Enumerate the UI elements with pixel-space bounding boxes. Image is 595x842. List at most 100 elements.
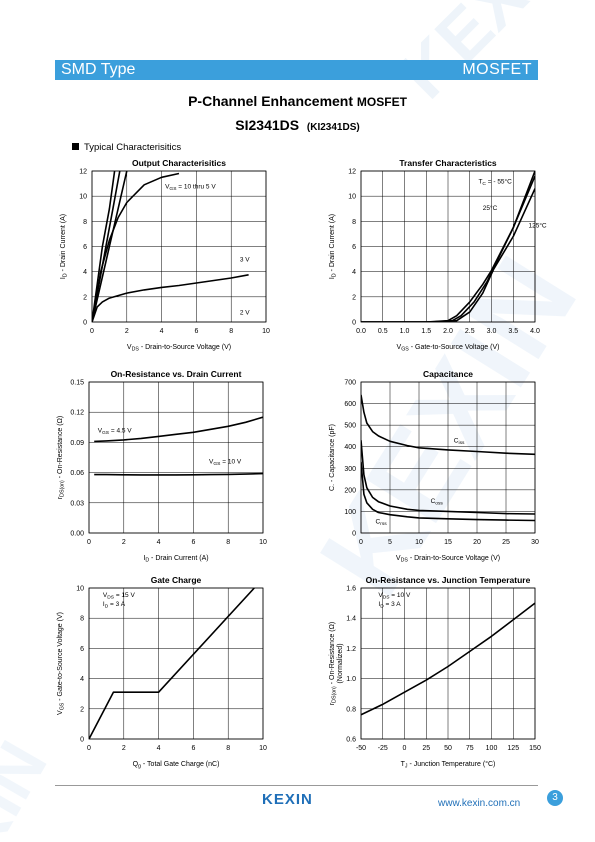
- section-label-text: Typical Characterisitics: [84, 142, 182, 153]
- chart-title: On-Resistance vs. Drain Current: [111, 369, 242, 379]
- y-tick-label: 10: [79, 194, 87, 201]
- x-tick-label: 150: [529, 745, 541, 752]
- x-tick-label: 2: [122, 745, 126, 752]
- x-tick-label: 10: [259, 539, 267, 546]
- x-tick-label: 0: [359, 539, 363, 546]
- plot-frame: [360, 381, 536, 534]
- x-tick-label: 0: [87, 539, 91, 546]
- y-axis-label: ID - Drain Current (A): [329, 214, 338, 279]
- chart-title: Capacitance: [423, 369, 473, 379]
- series-line-0: [94, 416, 263, 443]
- x-tick-label: 2: [122, 539, 126, 546]
- x-tick-label: 2.5: [465, 328, 475, 335]
- header-right: MOSFET: [462, 61, 532, 78]
- series-annotation: ID = 3 A: [103, 601, 126, 610]
- series-annotation: 3 V: [240, 257, 250, 264]
- series-annotation: VGS = 10 thru 5 V: [165, 184, 216, 193]
- x-tick-label: 8: [226, 539, 230, 546]
- series-line-0: [89, 588, 255, 739]
- y-tick-label: 10: [348, 194, 356, 201]
- chart-title: Gate Charge: [151, 575, 202, 585]
- x-tick-label: 3.0: [487, 328, 497, 335]
- y-tick-label: 4: [83, 269, 87, 276]
- series-line-2: [92, 171, 128, 322]
- y-axis-label: ID - Drain Current (A): [60, 214, 69, 279]
- series-annotation: 125°C: [528, 222, 546, 230]
- y-tick-label: 0.8: [346, 706, 356, 713]
- y-tick-label: 2: [352, 294, 356, 301]
- x-tick-label: 4: [160, 328, 164, 335]
- plot-frame: [91, 170, 267, 323]
- series-line-0: [92, 171, 116, 322]
- y-tick-label: 0: [352, 531, 356, 538]
- x-tick-label: 15: [444, 539, 452, 546]
- x-tick-label: 4.0: [530, 328, 540, 335]
- part-alt: (KI2341DS): [306, 122, 360, 133]
- y-tick-label: 1.2: [346, 646, 356, 653]
- y-tick-label: 400: [344, 444, 356, 451]
- y-tick-label: 0: [83, 320, 87, 327]
- series-line-1: [94, 472, 263, 476]
- series-annotation: 25°C: [483, 204, 498, 212]
- x-axis-label: ID - Drain Current (A): [143, 555, 208, 564]
- y-axis-label: rDS(on) - On-Resistance (Ω): [57, 416, 66, 499]
- y-tick-label: 6: [80, 646, 84, 653]
- x-tick-label: 0.0: [356, 328, 366, 335]
- series-line-4: [92, 274, 249, 322]
- y-tick-label: 0.06: [70, 470, 84, 477]
- y-tick-label: 600: [344, 401, 356, 408]
- y-tick-label: 8: [80, 616, 84, 623]
- x-tick-label: 0: [87, 745, 91, 752]
- x-tick-label: 10: [259, 745, 267, 752]
- x-tick-label: 6: [194, 328, 198, 335]
- y-tick-label: 2: [83, 294, 87, 301]
- series-annotation: 2 V: [240, 309, 250, 316]
- header-left: SMD Type: [61, 61, 136, 78]
- x-tick-label: 0: [90, 328, 94, 335]
- x-tick-label: 5: [388, 539, 392, 546]
- x-tick-label: 2.0: [443, 328, 453, 335]
- footer-url[interactable]: www.kexin.com.cn: [438, 798, 521, 809]
- chart-c6: On-Resistance vs. Junction Temperature -5…: [329, 575, 541, 770]
- x-tick-label: 1.0: [400, 328, 410, 335]
- x-axis-label: TJ - Junction Temperature (°C): [401, 760, 496, 770]
- y-tick-label: 6: [83, 244, 87, 251]
- series-annotation: Coss: [431, 498, 444, 507]
- x-axis-label: VDS - Drain-to-Source Voltage (V): [396, 555, 500, 564]
- x-tick-label: -50: [356, 745, 366, 752]
- y-tick-label: 1.0: [346, 676, 356, 683]
- title-main: P-Channel Enhancement: [188, 93, 357, 109]
- y-axis-label: C. - Capacitance (pF): [329, 424, 336, 491]
- x-tick-label: 4: [157, 745, 161, 752]
- x-tick-label: 4: [157, 539, 161, 546]
- x-tick-label: 8: [229, 328, 233, 335]
- series-annotation: Crss: [376, 518, 388, 527]
- y-tick-label: 300: [344, 466, 356, 473]
- x-axis-label: VDS - Drain-to-Source Voltage (V): [127, 344, 231, 353]
- x-axis-label: VGS - Gate-to-Source Voltage (V): [397, 344, 500, 353]
- x-tick-label: 20: [473, 539, 481, 546]
- series-annotation: ID = 3 A: [378, 601, 401, 610]
- y-tick-label: 0.15: [70, 380, 84, 387]
- series-line-2: [361, 188, 535, 322]
- footer-divider: [55, 785, 538, 786]
- y-tick-label: 500: [344, 423, 356, 430]
- y-tick-label: 4: [80, 676, 84, 683]
- header-banner: SMD Type MOSFET: [55, 60, 538, 80]
- y-tick-label: 12: [79, 169, 87, 176]
- y-tick-label: 200: [344, 487, 356, 494]
- x-tick-label: 2: [125, 328, 129, 335]
- chart-c2: Transfer Characteristics 0.0 0.5 1.0 1.5 2.0 2…: [329, 158, 547, 353]
- series-line-1: [361, 440, 535, 515]
- x-tick-label: 3.5: [508, 328, 518, 335]
- plot-frame: [88, 587, 264, 740]
- y-axis-label: VGS - Gate-to-Source Voltage (V): [57, 612, 66, 715]
- chart-title: On-Resistance vs. Junction Temperature: [366, 575, 531, 585]
- x-tick-label: 25: [502, 539, 510, 546]
- title-suffix: MOSFET: [356, 95, 407, 109]
- plot-frame: [360, 587, 536, 740]
- chart-c5: Gate Charge 0 2 4 6 8 10 0 2 4 6 8 10 Qg - Total Gate…: [57, 575, 267, 770]
- y-tick-label: 0.03: [70, 500, 84, 507]
- y-axis-label-2: (Normalized): [337, 643, 344, 683]
